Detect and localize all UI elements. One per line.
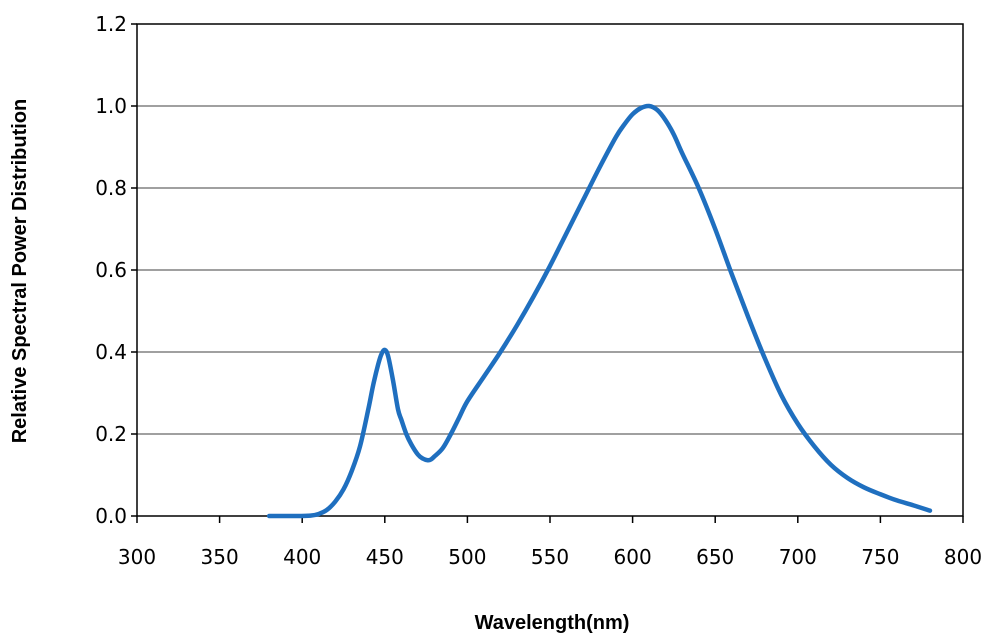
x-tick-label: 400: [283, 545, 321, 569]
x-tick-label: 700: [779, 545, 817, 569]
x-tick-label: 450: [366, 545, 404, 569]
y-tick-label: 0.6: [95, 258, 127, 282]
y-tick-label: 0.8: [95, 176, 127, 200]
x-tick-label: 750: [861, 545, 899, 569]
x-tick-label: 350: [201, 545, 239, 569]
x-axis-title: Wavelength(nm): [475, 612, 630, 634]
x-tick-label: 650: [696, 545, 734, 569]
x-tick-label: 600: [614, 545, 652, 569]
x-tick-label: 550: [531, 545, 569, 569]
series-line: [266, 103, 933, 519]
x-tick-label: 300: [118, 545, 156, 569]
y-tick-label: 0.0: [95, 504, 127, 528]
x-tick-label: 800: [944, 545, 982, 569]
y-tick-label: 1.2: [95, 12, 127, 36]
y-tick-label: 0.2: [95, 422, 127, 446]
y-axis-ticks: 0.0 0.2 0.4 0.6 0.8 1.0 1.2: [95, 12, 137, 528]
y-tick-label: 0.4: [95, 340, 127, 364]
x-axis-ticks: 300 350 400 450 500 550 600 650 700 750 800: [118, 516, 982, 569]
series-group: [266, 103, 933, 519]
x-tick-label: 500: [448, 545, 486, 569]
y-axis-title: Relative Spectral Power Distribution: [9, 99, 31, 444]
y-tick-label: 1.0: [95, 94, 127, 118]
